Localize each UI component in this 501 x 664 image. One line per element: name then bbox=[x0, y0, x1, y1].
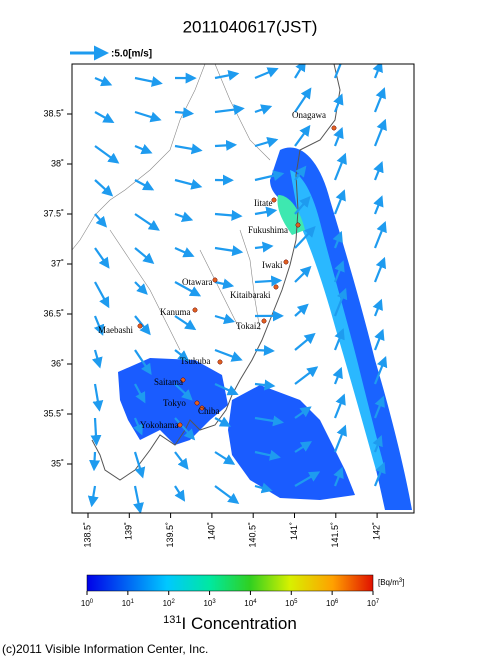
lat-tick-label: 37˚ bbox=[51, 258, 64, 268]
colorbar-tick-exp: 1 bbox=[131, 599, 135, 605]
map-area: Onagawa Iitate Fukushima Iwaki Otawara Kitaib… bbox=[72, 53, 414, 513]
lon-tick-label: 139.5˚ bbox=[165, 522, 175, 548]
lat-tick-label: 38˚ bbox=[51, 158, 64, 168]
colorbar-tick-label: 101 bbox=[122, 599, 135, 609]
place-label: Kanuma bbox=[160, 307, 191, 317]
colorbar-tick-label: 102 bbox=[163, 599, 176, 609]
place-marker bbox=[218, 360, 222, 364]
place-label: Kitaibaraki bbox=[230, 290, 271, 300]
lon-tick-label: 140˚ bbox=[206, 522, 216, 540]
lon-tick-label: 141˚ bbox=[289, 522, 299, 540]
concentration-title: 131I Concentration bbox=[163, 614, 297, 634]
place-marker bbox=[193, 308, 197, 312]
lat-tick-label: 35˚ bbox=[51, 458, 64, 468]
colorbar-tick-exp: 5 bbox=[294, 599, 298, 605]
place-label: Maebashi bbox=[98, 325, 133, 335]
wind-arrow bbox=[255, 350, 273, 351]
place-label: Yokohama bbox=[140, 420, 179, 430]
wind-arrow bbox=[175, 112, 192, 114]
place-marker bbox=[195, 401, 199, 405]
lat-tick-label: 36˚ bbox=[51, 358, 64, 368]
lon-tick-label: 141.5˚ bbox=[330, 522, 340, 548]
lon-tick-label: 138.5˚ bbox=[82, 522, 92, 548]
colorbar-tick-exp: 7 bbox=[376, 599, 380, 605]
place-marker bbox=[138, 324, 142, 328]
colorbar-tick-exp: 6 bbox=[335, 599, 339, 605]
wind-legend: :5.0[m/s] bbox=[111, 49, 152, 60]
title: 2011040617(JST) bbox=[183, 17, 318, 36]
place-label: Fukushima bbox=[248, 225, 288, 235]
colorbar-tick-label: 105 bbox=[285, 599, 298, 609]
colorbar-tick-label: 106 bbox=[326, 599, 339, 609]
colorbar-tick-exp: 0 bbox=[90, 599, 94, 605]
colorbar-tick-exp: 4 bbox=[253, 599, 257, 605]
place-label: Saitama bbox=[154, 377, 183, 387]
colorbar-tick-exp: 2 bbox=[171, 599, 175, 605]
place-marker bbox=[332, 126, 336, 130]
colorbar-tick-label: 103 bbox=[203, 599, 216, 609]
place-label: Otawara bbox=[182, 277, 212, 287]
colorbar bbox=[87, 575, 373, 591]
lon-tick-label: 142˚ bbox=[371, 522, 381, 540]
colorbar-tick-exp: 3 bbox=[212, 599, 216, 605]
lat-tick-label: 35.5˚ bbox=[43, 408, 64, 418]
place-label: Chiba bbox=[198, 406, 220, 416]
colorbar-unit: [Bq/m3] bbox=[378, 578, 404, 588]
lat-tick-label: 36.5˚ bbox=[43, 308, 64, 318]
wind-arrow bbox=[255, 280, 280, 282]
place-marker bbox=[262, 319, 266, 323]
lon-tick-label: 140.5˚ bbox=[248, 522, 258, 548]
colorbar-tick-label: 100 bbox=[81, 599, 94, 609]
lat-tick-label: 37.5˚ bbox=[43, 208, 64, 218]
place-label: Tokyo bbox=[163, 398, 186, 408]
copyright: (c)2011 Visible Information Center, Inc. bbox=[2, 642, 208, 656]
place-label: Iwaki bbox=[262, 260, 283, 270]
wind-arrow bbox=[215, 145, 235, 146]
place-marker bbox=[296, 223, 300, 227]
lat-tick-label: 38.5˚ bbox=[43, 108, 64, 118]
place-marker bbox=[274, 285, 278, 289]
lon-tick-label: 139˚ bbox=[124, 522, 134, 540]
place-label: Tokai2 bbox=[236, 321, 261, 331]
wind-arrow bbox=[95, 418, 96, 444]
wind-arrow bbox=[94, 452, 95, 469]
colorbar-tick-label: 104 bbox=[244, 599, 257, 609]
place-label: Onagawa bbox=[292, 110, 326, 120]
place-marker bbox=[213, 278, 217, 282]
colorbar-tick-label: 107 bbox=[367, 599, 380, 609]
place-label: Tsukuba bbox=[180, 356, 210, 366]
place-marker bbox=[284, 260, 288, 264]
place-label: Iitate bbox=[254, 198, 273, 208]
